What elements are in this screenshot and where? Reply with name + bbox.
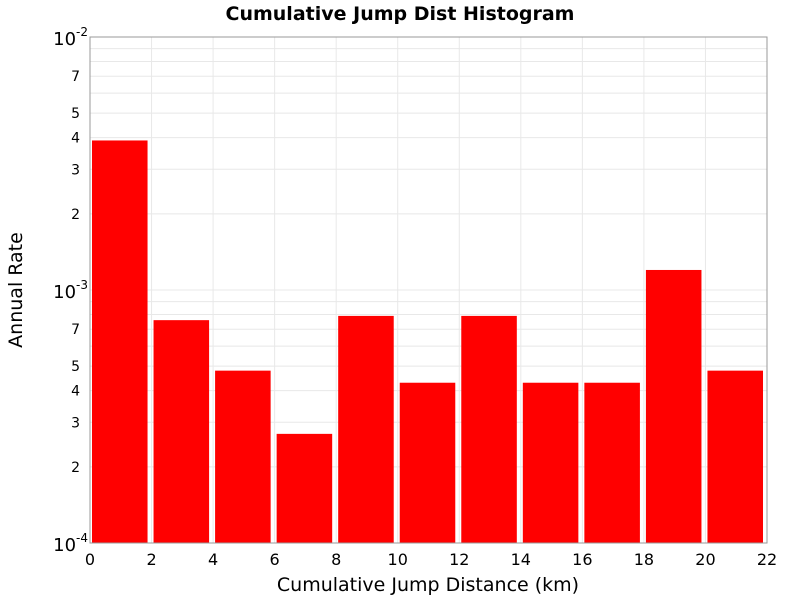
y-tick-major-2: 10-4 xyxy=(53,531,88,556)
x-tick-5: 10 xyxy=(388,550,408,569)
y-tick-minor-5: 7 xyxy=(71,322,80,338)
bar-8 xyxy=(584,382,640,543)
x-tick-7: 14 xyxy=(511,550,531,569)
bar-1 xyxy=(153,320,210,543)
x-tick-0: 0 xyxy=(85,550,95,569)
x-tick-10: 20 xyxy=(695,550,715,569)
bar-7 xyxy=(522,382,579,543)
y-axis-label: Annual Rate xyxy=(5,232,27,348)
y-tick-minor-0: 7 xyxy=(71,69,80,85)
y-tick-exponent: -4 xyxy=(76,531,88,545)
x-tick-4: 8 xyxy=(331,550,341,569)
x-tick-8: 16 xyxy=(572,550,592,569)
x-tick-3: 6 xyxy=(270,550,280,569)
y-tick-major-0: 10-2 xyxy=(53,25,88,50)
x-tick-6: 12 xyxy=(449,550,469,569)
y-tick-base: 10 xyxy=(53,282,76,303)
x-tick-2: 4 xyxy=(208,550,218,569)
y-tick-minor-8: 3 xyxy=(71,415,80,431)
y-tick-minor-9: 2 xyxy=(71,460,80,476)
bars xyxy=(92,140,763,544)
bar-9 xyxy=(645,269,702,543)
x-axis-ticks: 0 2 4 6 8 10 12 14 16 18 20 22 xyxy=(85,550,777,569)
chart-title: Cumulative Jump Dist Histogram xyxy=(226,3,575,25)
bar-6 xyxy=(461,315,517,543)
y-tick-major-1: 10-3 xyxy=(53,278,88,303)
bar-4 xyxy=(338,315,394,543)
bar-0 xyxy=(92,140,148,544)
y-tick-base: 10 xyxy=(53,29,76,50)
x-tick-1: 2 xyxy=(146,550,156,569)
x-tick-9: 18 xyxy=(634,550,654,569)
y-tick-minor-2: 4 xyxy=(71,131,80,147)
y-tick-minor-6: 5 xyxy=(71,359,80,375)
bar-3 xyxy=(276,433,333,543)
bar-2 xyxy=(215,370,271,543)
x-tick-11: 22 xyxy=(757,550,777,569)
y-tick-minor-1: 5 xyxy=(71,106,80,122)
bar-10 xyxy=(707,370,763,543)
y-tick-base: 10 xyxy=(53,535,76,556)
y-tick-minor-7: 4 xyxy=(71,384,80,400)
bar-5 xyxy=(399,382,456,543)
x-axis-label: Cumulative Jump Distance (km) xyxy=(277,574,579,596)
y-tick-exponent: -2 xyxy=(76,25,88,39)
y-tick-minor-4: 2 xyxy=(71,207,80,223)
plot-frame xyxy=(89,36,768,544)
y-tick-minor-3: 3 xyxy=(71,162,80,178)
y-tick-exponent: -3 xyxy=(76,278,88,292)
